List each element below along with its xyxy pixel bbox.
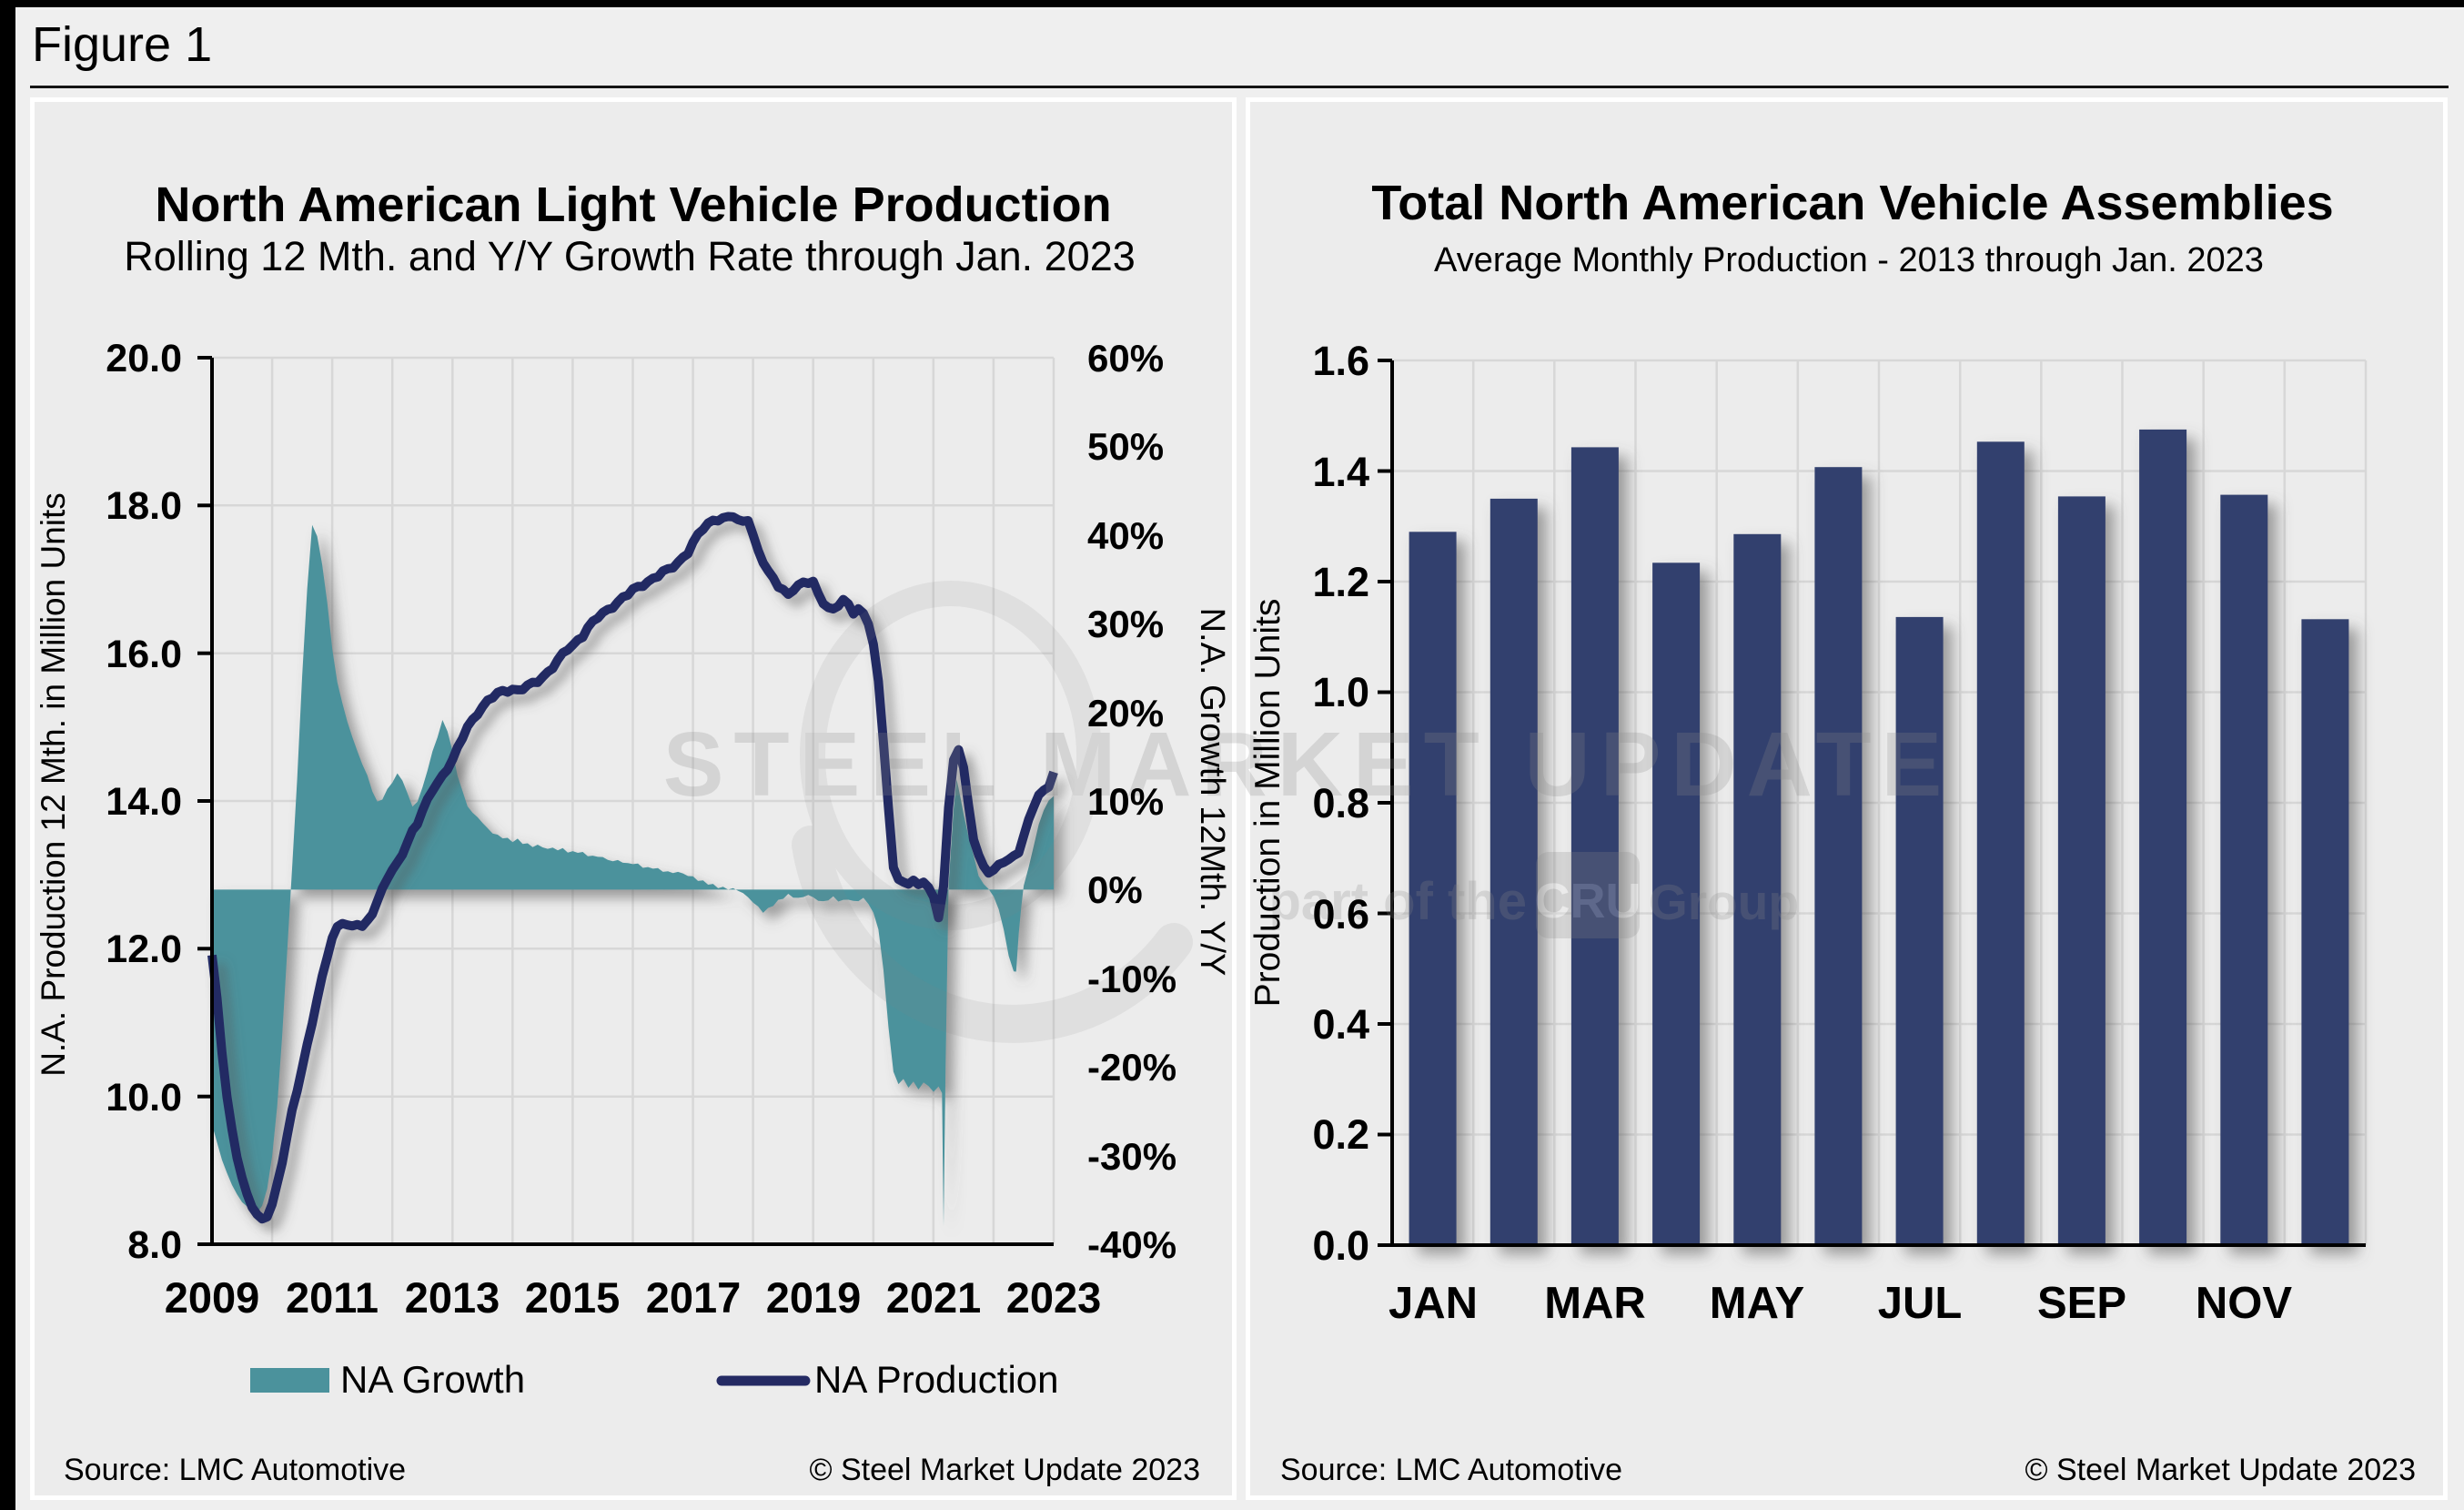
svg-text:Figure 1: Figure 1 (32, 17, 212, 72)
